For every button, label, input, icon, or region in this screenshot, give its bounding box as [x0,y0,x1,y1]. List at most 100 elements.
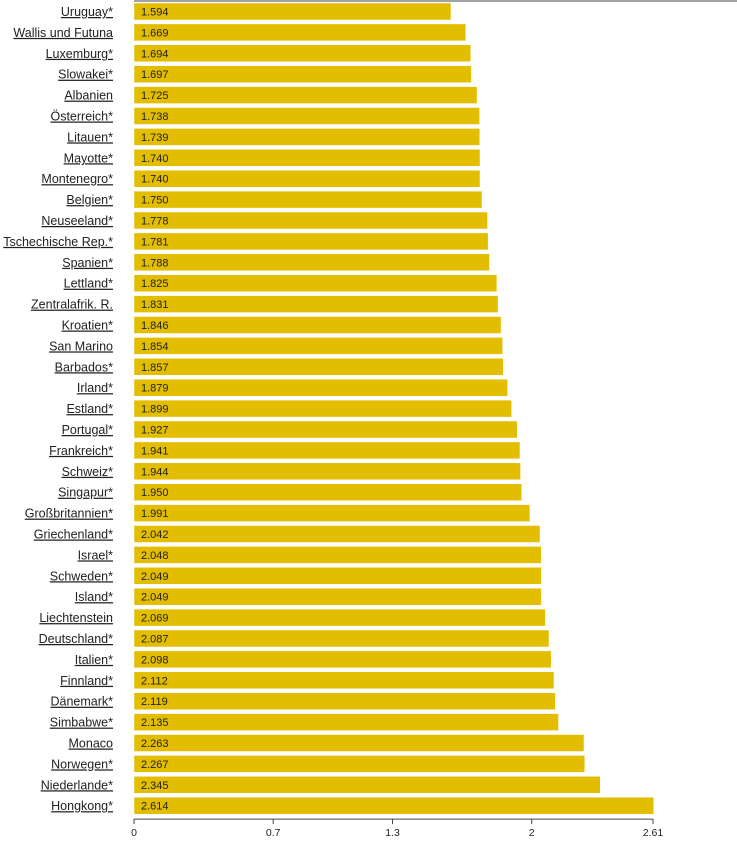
category-label[interactable]: Singapur* [58,486,113,500]
bar[interactable] [133,525,541,543]
category-label[interactable]: San Marino [49,339,113,353]
bar[interactable] [133,295,499,313]
category-label[interactable]: Frankreich* [49,444,113,458]
category-label[interactable]: Kroatien* [62,319,114,333]
category-label[interactable]: Griechenland* [34,528,113,542]
bar[interactable] [133,629,550,648]
category-label[interactable]: Finnland* [60,674,113,688]
bar-value-label: 1.899 [141,404,169,416]
bar-value-label: 1.725 [141,90,169,102]
category-label[interactable]: Portugal* [62,423,114,437]
bar[interactable] [133,504,531,522]
category-label[interactable]: Island* [75,590,113,604]
bar[interactable] [133,23,467,42]
bar[interactable] [133,86,478,104]
category-label[interactable]: Österreich* [50,110,113,124]
bar[interactable] [133,211,488,230]
bar-value-label: 2.119 [141,696,168,708]
category-label[interactable]: Dänemark* [50,695,113,709]
bar[interactable] [133,169,481,188]
bar[interactable] [133,358,504,376]
bar[interactable] [133,44,472,63]
category-label[interactable]: Albanien [64,89,113,103]
category-label[interactable]: Wallis und Futuna [13,26,113,40]
bar-value-label: 1.594 [141,7,169,19]
category-label[interactable]: Hongkong* [51,799,113,813]
bar-value-label: 2.049 [141,592,169,604]
category-label[interactable]: Schweden* [50,569,113,583]
bar[interactable] [133,253,490,272]
category-label[interactable]: Großbritannien* [25,507,113,521]
bar[interactable] [133,713,559,731]
bar[interactable] [133,692,556,710]
category-label[interactable]: Uruguay* [61,5,113,19]
category-label[interactable]: Norwegen* [51,757,113,771]
category-label[interactable]: Israel* [78,548,114,562]
category-label[interactable]: Deutschland* [39,632,113,646]
category-label[interactable]: Lettland* [64,277,113,291]
bar[interactable] [133,232,489,251]
bar[interactable] [133,567,542,585]
bar[interactable] [133,107,480,125]
category-label[interactable]: Liechtenstein [39,611,113,625]
bar[interactable] [133,2,452,21]
bar[interactable] [133,441,521,460]
bar[interactable] [133,483,523,501]
bar[interactable] [133,316,502,334]
bar-value-label: 1.750 [141,195,169,207]
bar[interactable] [133,399,512,418]
bar-value-label: 1.740 [141,153,169,165]
bar[interactable] [133,776,601,794]
bar[interactable] [133,420,518,439]
bar-value-label: 1.697 [141,69,169,81]
bar-value-label: 2.049 [141,571,169,583]
bar-value-label: 1.846 [141,320,169,332]
bar[interactable] [133,608,546,627]
category-label[interactable]: Irland* [77,381,113,395]
bar-value-label: 1.944 [141,466,169,478]
bar[interactable] [133,734,585,752]
category-label[interactable]: Tschechische Rep.* [3,235,113,249]
category-label[interactable]: Belgien* [66,193,113,207]
x-tick-label: 0.7 [266,827,281,839]
category-label[interactable]: Mayotte* [64,151,113,165]
bar[interactable] [133,650,552,669]
bar[interactable] [133,462,521,481]
x-tick-label: 2.61 [643,827,664,839]
category-label[interactable]: Litauen* [67,130,113,144]
bar[interactable] [133,671,555,690]
category-label[interactable]: Italien* [75,653,113,667]
category-label[interactable]: Monaco [69,737,114,751]
bar[interactable] [133,128,481,146]
category-label[interactable]: Estland* [66,402,113,416]
bar[interactable] [133,755,586,773]
category-label[interactable]: Zentralafrik. R. [31,298,113,312]
x-tick-label: 1.3 [385,827,400,839]
bar-value-label: 1.788 [141,257,169,269]
bar[interactable] [133,546,542,564]
category-label[interactable]: Slowakei* [58,68,113,82]
bar[interactable] [133,274,498,292]
bar-value-label: 1.740 [141,174,169,186]
bar-value-label: 2.048 [141,550,169,562]
category-label[interactable]: Simbabwe* [50,716,113,730]
bar[interactable] [133,149,481,167]
category-label[interactable]: Schweiz* [62,465,114,479]
bar[interactable] [133,190,483,209]
category-label[interactable]: Luxemburg* [46,47,114,61]
bar[interactable] [133,587,542,606]
bar[interactable] [133,65,472,83]
category-label[interactable]: Montenegro* [41,172,113,186]
bar-value-label: 1.927 [141,425,169,437]
bar[interactable] [133,378,508,397]
category-label[interactable]: Niederlande* [41,778,113,792]
bar[interactable] [133,796,655,815]
bar-value-label: 1.857 [141,362,169,374]
category-label[interactable]: Spanien* [62,256,113,270]
bar-value-label: 1.669 [141,27,169,39]
bars-group: 1.594 Uruguay* 1.669 Wallis und Futuna 1.694… [3,2,655,815]
category-label[interactable]: Neuseeland* [41,214,113,228]
bar[interactable] [133,337,503,355]
category-label[interactable]: Barbados* [55,360,114,374]
